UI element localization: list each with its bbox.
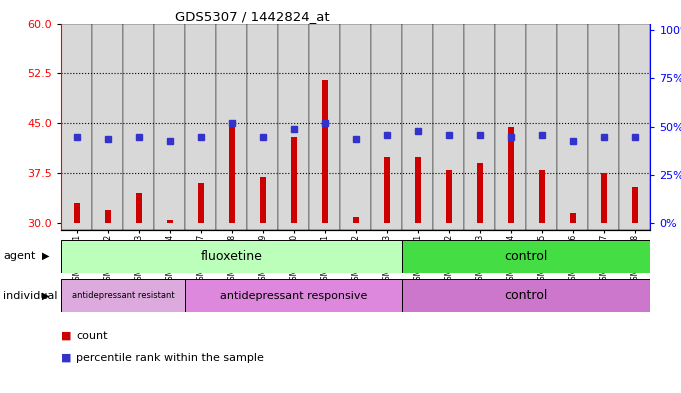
Text: ■: ■: [61, 353, 72, 363]
Bar: [495, 24, 526, 230]
Text: count: count: [76, 331, 108, 341]
Bar: [353, 217, 359, 223]
Bar: [123, 24, 155, 230]
Bar: [384, 157, 390, 223]
Bar: [402, 279, 650, 312]
Text: control: control: [505, 289, 548, 302]
Text: percentile rank within the sample: percentile rank within the sample: [76, 353, 264, 363]
Bar: [402, 24, 433, 230]
Text: agent: agent: [3, 251, 36, 261]
Text: GDS5307 / 1442824_at: GDS5307 / 1442824_at: [174, 10, 330, 23]
Text: control: control: [505, 250, 548, 263]
Bar: [446, 170, 452, 223]
Text: ▶: ▶: [42, 251, 50, 261]
Text: antidepressant resistant: antidepressant resistant: [72, 291, 174, 300]
Bar: [340, 24, 371, 230]
Bar: [74, 203, 80, 223]
Bar: [247, 24, 279, 230]
Bar: [260, 177, 266, 223]
Bar: [619, 24, 650, 230]
Bar: [217, 24, 247, 230]
Bar: [291, 137, 297, 223]
Text: fluoxetine: fluoxetine: [201, 250, 263, 263]
Bar: [198, 183, 204, 223]
Bar: [402, 240, 650, 273]
Bar: [309, 24, 340, 230]
Bar: [632, 187, 637, 223]
Bar: [229, 123, 234, 223]
Bar: [61, 279, 185, 312]
Bar: [93, 24, 123, 230]
Bar: [464, 24, 495, 230]
Text: ■: ■: [61, 331, 72, 341]
Bar: [167, 220, 172, 223]
Bar: [371, 24, 402, 230]
Bar: [322, 80, 328, 223]
Text: individual: individual: [3, 290, 58, 301]
Text: ▶: ▶: [42, 290, 50, 301]
Bar: [588, 24, 619, 230]
Bar: [105, 210, 110, 223]
Bar: [415, 157, 421, 223]
Bar: [433, 24, 464, 230]
Bar: [539, 170, 545, 223]
Text: antidepressant responsive: antidepressant responsive: [220, 291, 368, 301]
Bar: [570, 213, 575, 223]
Bar: [155, 24, 185, 230]
Bar: [185, 279, 402, 312]
Bar: [279, 24, 309, 230]
Bar: [185, 24, 217, 230]
Bar: [61, 240, 402, 273]
Bar: [477, 163, 483, 223]
Bar: [557, 24, 588, 230]
Bar: [136, 193, 142, 223]
Bar: [508, 127, 513, 223]
Bar: [526, 24, 557, 230]
Bar: [61, 24, 93, 230]
Bar: [601, 173, 607, 223]
